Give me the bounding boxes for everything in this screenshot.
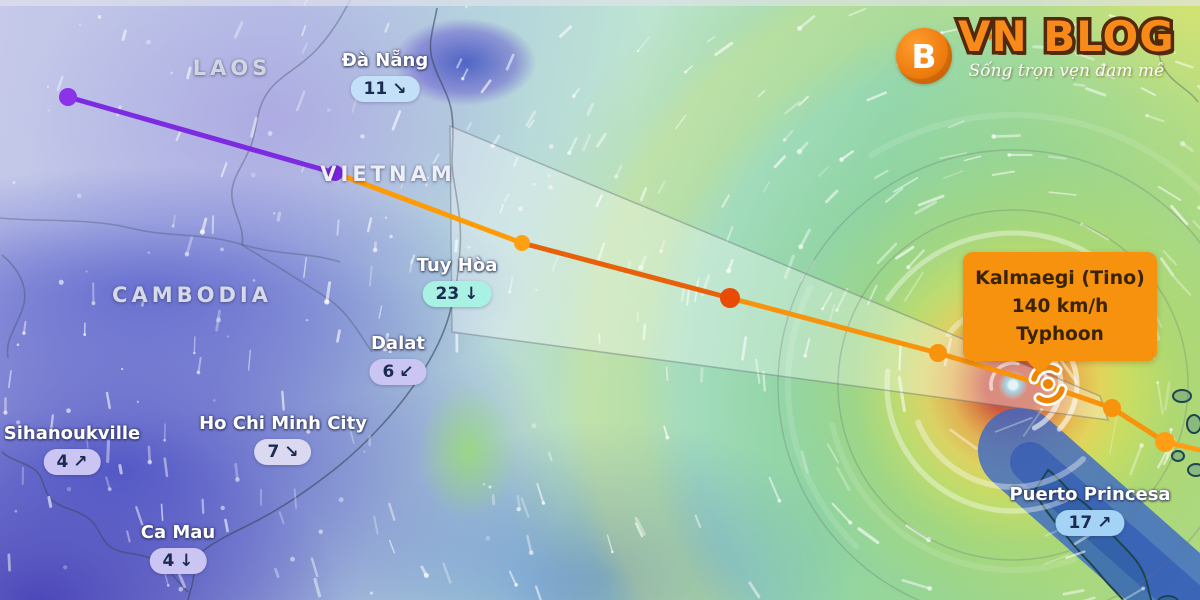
wind-speed: 4 <box>56 452 69 472</box>
track-segment <box>65 94 338 176</box>
city-ho-chi-minh: Ho Chi Minh City 7 ↘ <box>199 413 367 465</box>
country-label-cambodia: CAMBODIA <box>112 283 272 307</box>
isobar-rings <box>777 149 1200 600</box>
wind-direction-arrow-icon: ↓ <box>464 284 479 304</box>
track-point[interactable] <box>1103 399 1121 417</box>
wind-streaks <box>3 0 1200 600</box>
wind-direction-arrow-icon: ↘ <box>392 79 407 99</box>
city-name: Tuy Hòa <box>416 255 498 276</box>
city-sihanoukville: Sihanoukville 4 ↗ <box>3 423 141 475</box>
blogger-b-icon: B <box>896 28 952 84</box>
city-name: Ca Mau <box>140 522 216 543</box>
top-border-strip <box>0 0 1200 6</box>
track-segment <box>727 295 941 356</box>
wind-speed: 17 <box>1068 513 1093 533</box>
wind-badge[interactable]: 23 ↓ <box>422 281 492 307</box>
city-tuy-hoa: Tuy Hòa 23 ↓ <box>416 255 498 307</box>
wind-speed: 6 <box>382 362 395 382</box>
track-segment <box>332 170 525 246</box>
wind-direction-arrow-icon: ↗ <box>1097 513 1112 533</box>
country-label-laos: LAOS <box>192 56 272 80</box>
track-segment <box>1109 405 1168 445</box>
wind-speed: 4 <box>162 551 175 571</box>
wind-direction-arrow-icon: ↙ <box>399 362 414 382</box>
brand-name: ✦ VN BLOG VN BLOG <box>955 10 1178 63</box>
wind-speed: 23 <box>435 284 460 304</box>
storm-name: Kalmaegi (Tino) <box>975 267 1145 289</box>
city-name: Đà Nẵng <box>341 50 429 71</box>
city-name: Dalat <box>370 333 425 354</box>
track-point[interactable] <box>929 344 947 362</box>
wind-speed: 11 <box>363 79 388 99</box>
storm-tooltip: Kalmaegi (Tino) 140 km/h Typhoon <box>963 252 1157 374</box>
track-segment <box>519 240 733 301</box>
storm-category: Typhoon <box>1016 324 1104 345</box>
track-point[interactable] <box>1155 432 1175 452</box>
track-point[interactable] <box>514 235 530 251</box>
track-point[interactable] <box>720 288 740 308</box>
vn-blog-logo: B ✦ VN BLOG VN BLOG Sống trọn vẹn đam mê <box>896 10 1178 84</box>
city-da-nang: Đà Nẵng 11 ↘ <box>342 50 428 102</box>
country-label-vietnam: VIETNAM <box>320 162 456 186</box>
wind-badge[interactable]: 4 ↓ <box>149 548 207 574</box>
wind-badge[interactable]: 6 ↙ <box>369 359 427 385</box>
wind-badge[interactable]: 11 ↘ <box>350 76 420 102</box>
wind-badge[interactable]: 4 ↗ <box>43 449 101 475</box>
track-point[interactable] <box>327 165 343 181</box>
city-name: Sihanoukville <box>3 423 141 444</box>
wind-badge[interactable]: 17 ↗ <box>1055 510 1125 536</box>
brand-tagline: Sống trọn vẹn đam mê <box>968 61 1165 81</box>
city-name: Ho Chi Minh City <box>199 413 367 434</box>
storm-speed: 140 km/h <box>1011 296 1109 317</box>
sparkle-icon: ✦ <box>984 29 997 45</box>
city-name: Puerto Princesa <box>1009 484 1171 505</box>
wind-direction-arrow-icon: ↓ <box>179 551 194 571</box>
wind-badge[interactable]: 7 ↘ <box>254 439 312 465</box>
city-puerto-princesa: Puerto Princesa 17 ↗ <box>1009 484 1171 536</box>
wind-speed: 7 <box>267 442 280 462</box>
wind-direction-arrow-icon: ↗ <box>73 452 88 472</box>
track-point[interactable] <box>59 88 77 106</box>
city-ca-mau: Ca Mau 4 ↓ <box>140 522 216 574</box>
wind-direction-arrow-icon: ↘ <box>284 442 299 462</box>
city-dalat: Dalat 6 ↙ <box>369 333 427 385</box>
